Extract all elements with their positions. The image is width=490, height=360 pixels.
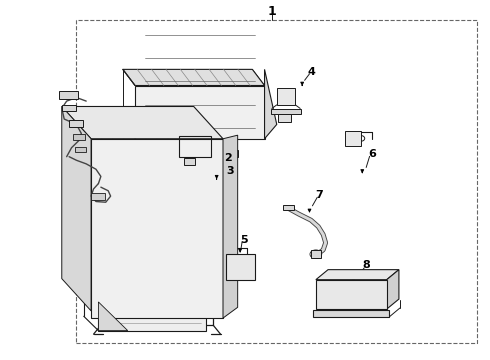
Polygon shape — [223, 135, 238, 318]
Polygon shape — [316, 270, 399, 280]
Bar — [314, 310, 389, 317]
Text: 5: 5 — [240, 235, 248, 245]
Text: 8: 8 — [362, 260, 370, 270]
Bar — [311, 250, 321, 258]
Bar — [316, 280, 387, 309]
Bar — [91, 139, 223, 318]
Bar — [184, 158, 195, 165]
Text: 3: 3 — [226, 166, 234, 176]
Polygon shape — [62, 107, 223, 139]
Polygon shape — [98, 302, 128, 330]
Bar — [59, 91, 78, 99]
Bar — [69, 121, 83, 127]
Bar — [283, 205, 294, 211]
Bar — [150, 149, 189, 157]
Text: 7: 7 — [316, 190, 323, 200]
Bar — [98, 241, 206, 330]
Bar — [278, 114, 292, 122]
Bar — [135, 86, 265, 139]
Bar — [277, 87, 295, 105]
Bar — [73, 134, 85, 140]
Polygon shape — [123, 69, 265, 86]
Text: 4: 4 — [308, 67, 316, 77]
Polygon shape — [387, 270, 399, 309]
Bar — [226, 253, 255, 280]
Bar — [91, 193, 105, 200]
Bar — [62, 105, 76, 111]
Bar — [76, 21, 477, 343]
Bar — [198, 149, 238, 157]
Bar — [271, 109, 301, 114]
Bar — [345, 131, 361, 146]
Polygon shape — [62, 107, 91, 311]
Text: 2: 2 — [224, 153, 232, 163]
Bar — [179, 136, 211, 157]
Bar — [75, 147, 86, 152]
Text: 1: 1 — [268, 5, 276, 18]
Polygon shape — [265, 69, 277, 139]
Text: 6: 6 — [368, 149, 376, 159]
